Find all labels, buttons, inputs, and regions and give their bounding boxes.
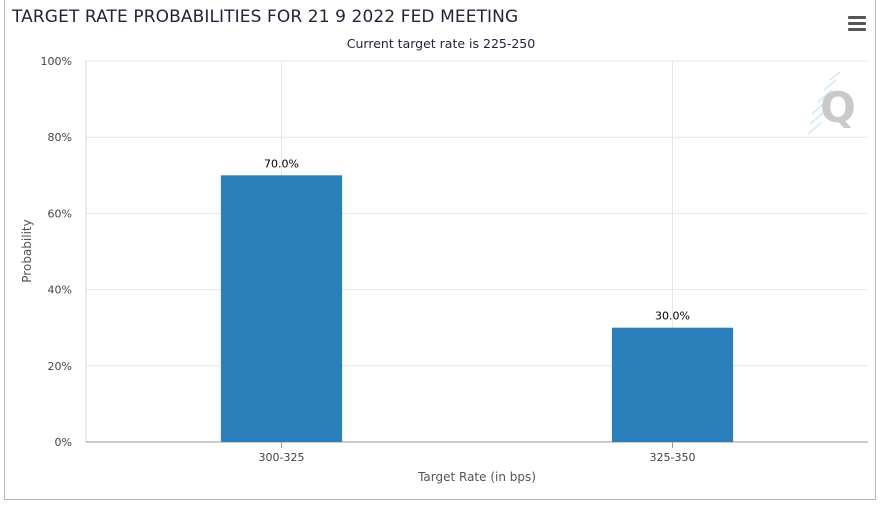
bar-300-325[interactable]	[220, 175, 343, 443]
y-tick-label: 100%	[41, 55, 72, 68]
hamburger-menu-icon[interactable]	[848, 16, 866, 31]
y-tick-label: 60%	[48, 207, 72, 220]
y-tick-label: 40%	[48, 284, 72, 297]
svg-text:Q: Q	[820, 83, 856, 132]
x-axis-title: Target Rate (in bps)	[417, 470, 536, 484]
chart-title: TARGET RATE PROBABILITIES FOR 21 9 2022 …	[12, 7, 519, 27]
y-tick-label: 80%	[48, 131, 72, 144]
logo-q-icon: Q	[807, 71, 856, 135]
x-tick-label: 300-325	[259, 451, 305, 464]
data-label: 70.0%	[264, 157, 299, 170]
y-tick-label: 20%	[48, 360, 72, 373]
x-tick-label: 325-350	[650, 451, 696, 464]
y-axis-title: Probability	[20, 219, 34, 282]
bar-325-350[interactable]	[611, 327, 734, 442]
chart-subtitle: Current target rate is 225-250	[346, 36, 536, 51]
data-label: 30.0%	[655, 310, 690, 323]
y-tick-label: 0%	[55, 436, 72, 449]
